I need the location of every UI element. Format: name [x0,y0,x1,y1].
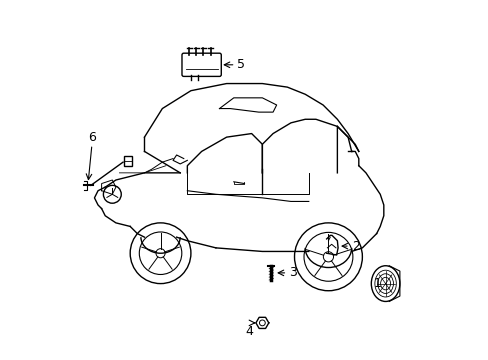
Bar [124,156,132,166]
Text: 6: 6 [88,131,96,144]
Text: 4: 4 [245,325,253,338]
Text: 3: 3 [288,266,296,279]
Text: 2: 2 [351,240,359,253]
Text: 5: 5 [237,58,245,71]
Text: 1: 1 [373,277,381,290]
